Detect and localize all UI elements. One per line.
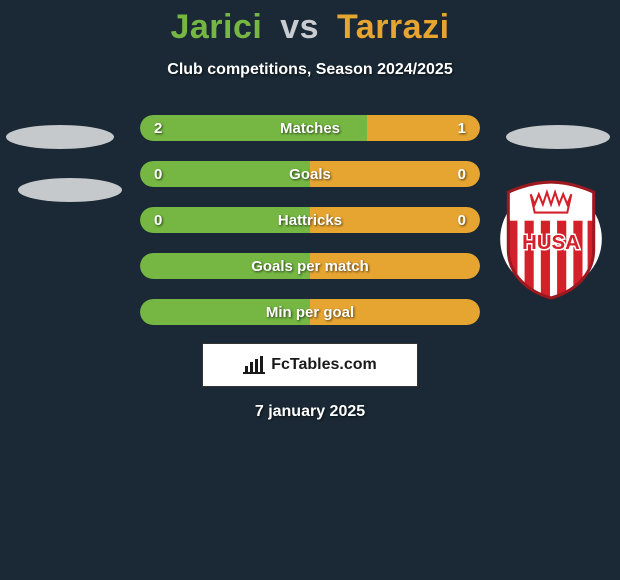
stat-value-right: 0 [458,166,466,183]
brand-logo: FcTables.com [202,343,418,387]
stat-value-left: 0 [154,212,162,229]
date-label: 7 january 2025 [255,403,365,421]
title-player1: Jarici [170,8,262,46]
stat-row: Min per goal [140,299,480,325]
page-title: Jarici vs Tarrazi [170,8,449,47]
subtitle: Club competitions, Season 2024/2025 [167,61,452,79]
title-vs: vs [280,8,319,46]
decor-ellipse-left-1 [6,125,114,149]
svg-text:HUSA: HUSA [522,232,580,254]
stat-label: Goals per match [140,258,480,275]
title-player2: Tarrazi [337,8,449,46]
decor-ellipse-left-2 [18,178,122,202]
stat-value-left: 0 [154,166,162,183]
stat-value-left: 2 [154,120,162,137]
stat-row: Goals per match [140,253,480,279]
stat-label: Matches [140,120,480,137]
stat-value-right: 1 [458,120,466,137]
stat-row: Hattricks0 0 [140,207,480,233]
stat-label: Hattricks [140,212,480,229]
club-crest: HUSA [500,178,602,300]
decor-ellipse-right-1 [506,125,610,149]
stat-row: Matches2 1 [140,115,480,141]
brand-logo-text: FcTables.com [271,356,377,374]
stat-label: Goals [140,166,480,183]
bar-chart-icon [243,356,265,374]
stat-row: Goals0 0 [140,161,480,187]
stats-block: Matches21Goals00Hattricks00Goals per mat… [140,115,480,325]
stat-value-right: 0 [458,212,466,229]
stat-label: Min per goal [140,304,480,321]
